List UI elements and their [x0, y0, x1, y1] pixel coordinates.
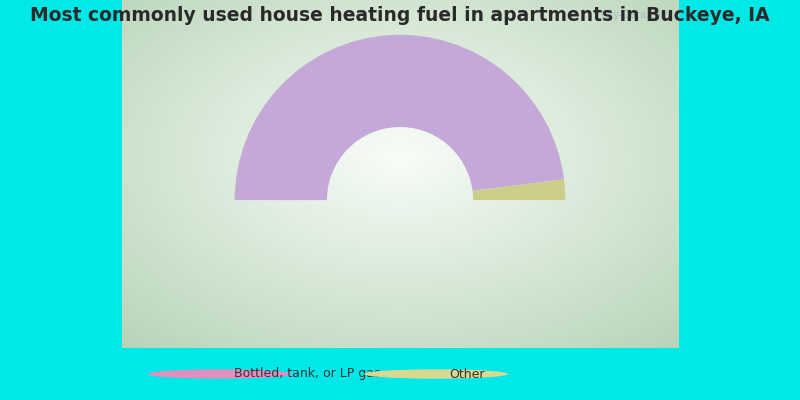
Circle shape	[148, 369, 292, 379]
Wedge shape	[234, 35, 564, 200]
Wedge shape	[473, 179, 566, 200]
Text: Other: Other	[450, 368, 485, 380]
Text: Most commonly used house heating fuel in apartments in Buckeye, IA: Most commonly used house heating fuel in…	[30, 6, 770, 25]
Text: Bottled, tank, or LP gas: Bottled, tank, or LP gas	[234, 368, 380, 380]
Text: City-Data.com: City-Data.com	[600, 10, 670, 20]
Circle shape	[364, 369, 508, 379]
